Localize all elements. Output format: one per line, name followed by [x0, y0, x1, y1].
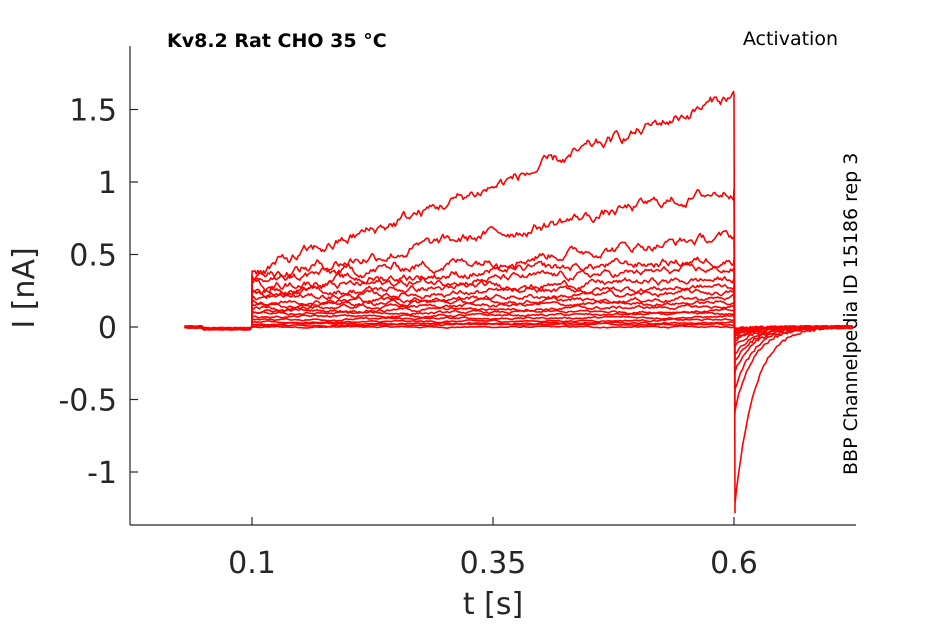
chart-subtitle: Activation [743, 28, 838, 50]
axes [129, 46, 856, 526]
x-tick-label: 0.6 [710, 546, 758, 581]
x-axis-ticks: 0.1 0.35 0.6 [228, 517, 758, 581]
current-trace [184, 188, 853, 415]
current-trace [184, 303, 854, 336]
y-tick-label: 0.5 [69, 239, 117, 274]
y-tick-label: 0 [98, 311, 117, 346]
current-trace [184, 318, 853, 332]
current-trace [184, 293, 854, 340]
x-tick-label: 0.35 [460, 546, 527, 581]
x-axis-label: t [s] [463, 587, 523, 622]
current-trace [184, 322, 853, 331]
current-trace [184, 261, 853, 365]
current-trace [184, 229, 854, 394]
current-trace [184, 314, 853, 333]
chart-title: Kv8.2 Rat CHO 35 °C [167, 30, 387, 52]
y-tick-label: -0.5 [58, 384, 117, 419]
y-tick-label: -1 [87, 456, 117, 491]
current-trace [184, 288, 853, 343]
y-tick-label: 1.5 [69, 94, 117, 129]
current-trace [184, 324, 853, 331]
y-axis-label: I [nA] [7, 247, 42, 328]
x-tick-label: 0.1 [228, 546, 276, 581]
current-trace [184, 307, 854, 334]
y-axis-ticks: -1 -0.5 0 0.5 1 1.5 [58, 94, 138, 491]
current-trace [184, 90, 853, 514]
current-trace [184, 321, 853, 331]
current-trace [184, 283, 853, 349]
channelpedia-id-label: BBP Channelpedia ID 15186 rep 3 [840, 153, 862, 475]
current-trace [184, 311, 853, 333]
current-traces [184, 90, 854, 514]
current-trace [184, 256, 853, 375]
y-tick-label: 1 [98, 166, 117, 201]
